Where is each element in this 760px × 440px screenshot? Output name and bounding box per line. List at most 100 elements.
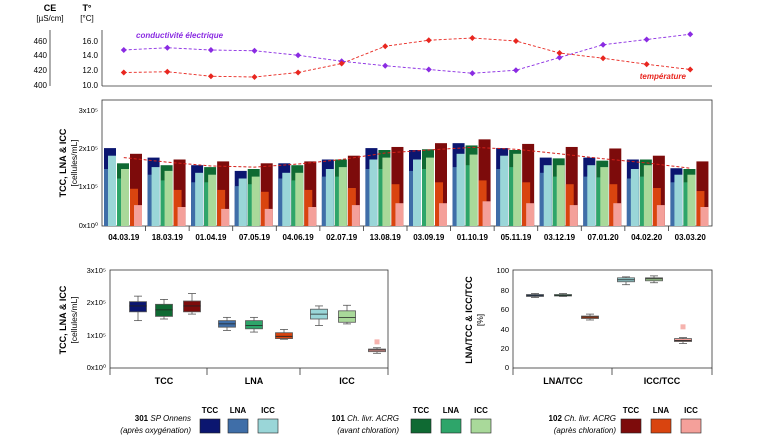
- ce-tick: 420: [34, 66, 48, 75]
- bar-301-icc: [413, 159, 421, 226]
- bar-101-icc: [208, 174, 217, 226]
- box-right-frame: [512, 269, 713, 369]
- legend-site-title: 102 Ch. livr. ACRG: [549, 414, 616, 423]
- t-tick: 12.0: [82, 66, 98, 75]
- legend-entry-301: 301 SP Onnens (après oxygénation) TCC LN…: [120, 406, 279, 435]
- box-right-y-tick: 100: [496, 266, 509, 275]
- bar-102-icc: [308, 207, 317, 226]
- legend-swatch-label: ICC: [474, 406, 488, 415]
- box-left-group-label: LNA: [245, 376, 264, 386]
- ce-tick: 400: [34, 81, 48, 90]
- top-series-group: [120, 31, 694, 80]
- date-label: 02.07.19: [326, 233, 358, 242]
- date-labels: 04.03.19 18.03.19 01.04.19 07.05.19 04.06.19…: [108, 226, 706, 242]
- bar-ylabel-line2: [cellules/mL]: [69, 139, 79, 186]
- bar-102-icc: [569, 205, 578, 226]
- bar-301-icc: [325, 169, 334, 226]
- legend-site-note: (avant chloration): [337, 426, 399, 435]
- bar-301-icc: [369, 159, 378, 226]
- date-label: 04.06.19: [283, 233, 315, 242]
- box-left-group-label: TCC: [155, 376, 174, 386]
- t-axis-unit: [°C]: [80, 14, 93, 23]
- bar-301-icc: [456, 153, 465, 226]
- ce-point: [469, 70, 476, 77]
- bar-y-tick: 3x10⁵: [79, 106, 98, 115]
- bar-301-icc: [108, 155, 116, 226]
- bar-y-tick: 0x10⁰: [79, 221, 98, 230]
- box-left-ylabel-line2: [cellules/mL]: [69, 296, 79, 343]
- date-label: 18.03.19: [152, 233, 184, 242]
- bar-102-icc: [221, 208, 230, 226]
- bar-101-icc: [338, 167, 347, 226]
- temp-point: [120, 69, 127, 76]
- bar-301-icc: [195, 172, 204, 226]
- ce-axis-unit: [µS/cm]: [36, 14, 63, 23]
- temp-point: [207, 73, 214, 80]
- date-label: 07.01.20: [588, 233, 620, 242]
- temp-point: [338, 60, 345, 67]
- ce-tick: 460: [34, 37, 48, 46]
- box-left-y-tick: 1x10⁵: [87, 331, 106, 340]
- bar-102-lna: [217, 189, 226, 226]
- box-right-marks: [526, 275, 692, 344]
- temp-point: [295, 69, 302, 76]
- ce-point: [295, 52, 302, 59]
- bar-301-icc: [674, 174, 683, 226]
- bar-101-lna: [509, 167, 518, 226]
- box-left-frame: [109, 269, 389, 369]
- bar-301-icc: [543, 165, 552, 226]
- box-right-y-tick: 0: [505, 363, 509, 372]
- box-right-group-label: LNA/TCC: [543, 376, 583, 386]
- legend-swatch-301-tcc: [199, 418, 221, 434]
- bar-102-icc: [700, 207, 709, 226]
- legend-swatch-label: ICC: [261, 406, 275, 415]
- legend-swatch-101-icc: [470, 418, 492, 434]
- bar-series-group: [104, 139, 709, 226]
- bar-102-icc: [264, 208, 273, 226]
- ce-line: [123, 33, 691, 74]
- box-left-marks: [129, 293, 386, 354]
- date-label: 01.10.19: [457, 233, 489, 242]
- box-icc-tcc-101: [645, 277, 663, 282]
- bar-101-icc: [556, 165, 565, 226]
- legend-swatch-label: LNA: [443, 406, 460, 415]
- bar-102-icc: [526, 203, 535, 226]
- legend-swatch-102-icc: [680, 418, 702, 434]
- legend-swatch-label: LNA: [653, 406, 670, 415]
- date-label: 07.05.19: [239, 233, 271, 242]
- bar-101-icc: [121, 169, 129, 226]
- legend-swatch-102-lna: [650, 418, 672, 434]
- temp-point: [425, 37, 432, 44]
- temp-point: [643, 61, 650, 68]
- box-right-y-tick: 60: [501, 305, 509, 314]
- ce-axis-title: CE: [44, 3, 57, 13]
- box-left-y-tick: 2x10⁵: [87, 298, 106, 307]
- bar-301-icc: [630, 169, 639, 226]
- bar-ylabel-line1: TCC, LNA & ICC: [58, 128, 68, 197]
- bar-301-icc: [500, 155, 509, 226]
- box-icc-101: [338, 310, 356, 323]
- legend-swatch-label: TCC: [202, 406, 219, 415]
- box-left-y-tick: 3x10⁵: [87, 266, 106, 275]
- box-icc-102-outlier: [374, 339, 380, 345]
- bar-y-tick: 1x10⁵: [79, 182, 98, 191]
- bar-102-icc: [656, 205, 665, 226]
- bar-101-icc: [426, 157, 434, 226]
- temp-point: [469, 35, 476, 41]
- box-lna-101: [245, 320, 263, 330]
- legend-swatch-label: TCC: [623, 406, 640, 415]
- top-panel: CE [µS/cm] T° [°C] 460 440 420 400 16.0 …: [34, 3, 712, 90]
- bar-101-icc: [164, 170, 173, 226]
- box-left-ylabel-line1: TCC, LNA & ICC: [58, 285, 68, 354]
- ce-point: [512, 67, 519, 74]
- ce-point: [600, 41, 607, 48]
- t-tick: 16.0: [82, 37, 98, 46]
- bar-panel: TCC, LNA & ICC [cellules/mL] 3x10⁵ 2x10⁵…: [58, 99, 713, 242]
- bar-101-icc: [513, 153, 522, 226]
- temp-series-label: température: [640, 72, 687, 81]
- legend-site-note: (après oxygénation): [120, 426, 191, 435]
- legend-site-title: 101 Ch. livr. ACRG: [332, 414, 399, 423]
- date-label: 03.03.20: [675, 233, 707, 242]
- t-axis-title: T°: [82, 3, 91, 13]
- bar-102-icc: [482, 201, 491, 226]
